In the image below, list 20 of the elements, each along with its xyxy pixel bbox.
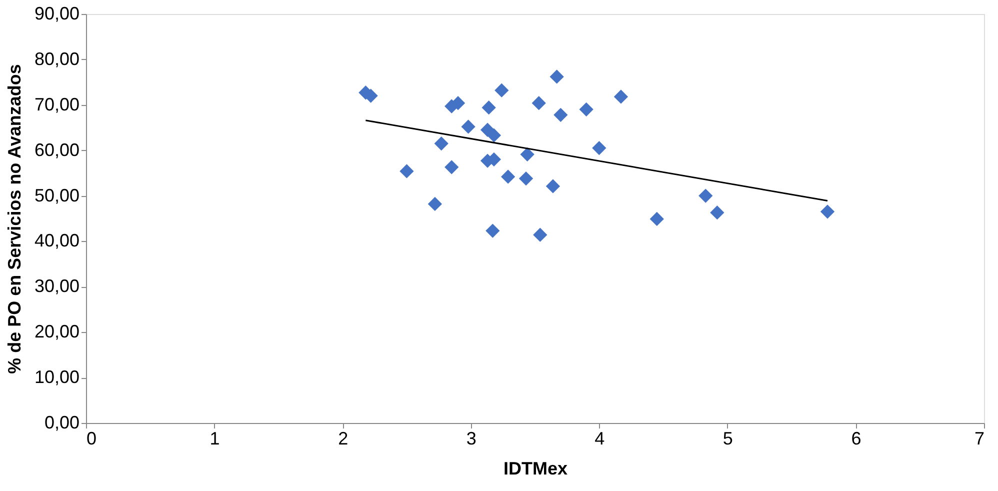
x-tick-label: 1 bbox=[210, 428, 220, 448]
x-tick-label: 4 bbox=[594, 428, 605, 448]
x-tick-label: 3 bbox=[466, 428, 476, 448]
x-tick-label: 0 bbox=[86, 428, 97, 448]
y-tick-label: 40,00 bbox=[34, 230, 80, 251]
y-tick-label: 10,00 bbox=[34, 367, 80, 388]
x-tick-label: 7 bbox=[974, 428, 984, 448]
x-tick-label: 2 bbox=[338, 428, 348, 448]
y-tick-label: 0,00 bbox=[44, 412, 80, 432]
y-axis-title: % de PO en Servicios no Avanzados bbox=[4, 64, 24, 374]
y-tick-label: 90,00 bbox=[34, 4, 80, 24]
x-tick-label: 6 bbox=[851, 428, 862, 448]
y-tick-label: 20,00 bbox=[34, 322, 80, 342]
x-axis-title: IDTMex bbox=[503, 458, 568, 478]
y-tick-label: 60,00 bbox=[34, 140, 80, 160]
x-tick-label: 5 bbox=[722, 428, 733, 448]
y-tick-label: 80,00 bbox=[34, 48, 80, 69]
y-tick-label: 70,00 bbox=[34, 94, 80, 114]
y-tick-label: 30,00 bbox=[34, 276, 80, 296]
y-tick-label: 50,00 bbox=[34, 185, 80, 206]
